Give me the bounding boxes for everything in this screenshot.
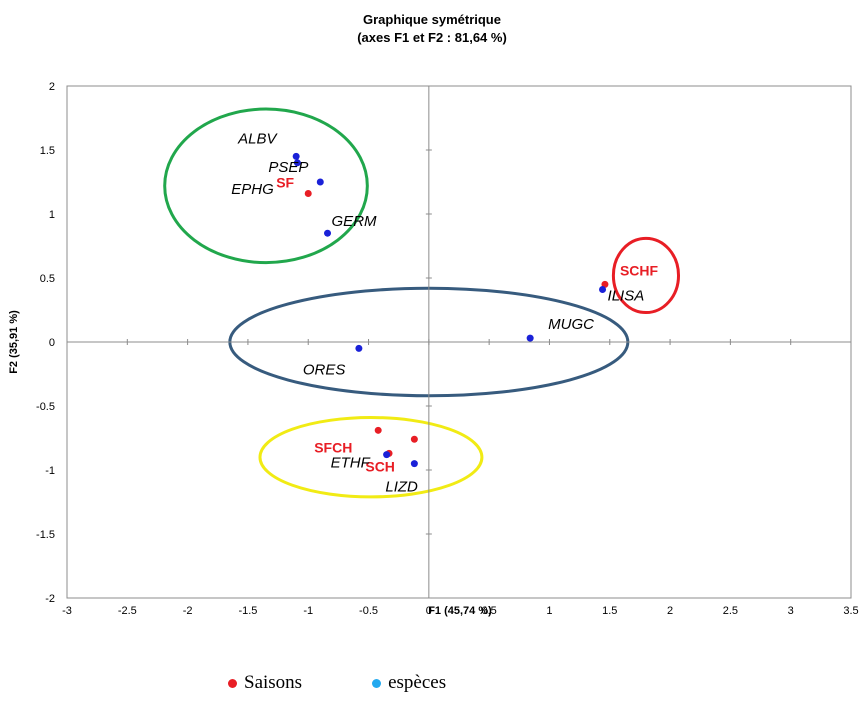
species-label-ilisa: ILISA [608, 288, 645, 305]
species-label-ethf: ETHF [331, 455, 371, 472]
zero-axes [66, 85, 852, 599]
point-labels: SF SCHF SFCH SCH ALBV PSEP EPHG GERM ILISA MUGC OR… [231, 130, 658, 495]
species-label-mugc: MUGC [548, 316, 594, 333]
x-tick-label: -1 [303, 605, 313, 617]
species-point-ores [355, 344, 363, 352]
season-point-sf [304, 190, 312, 198]
species-point-ethf [383, 451, 391, 459]
cluster-ellipse-3 [258, 416, 484, 499]
legend-marker-especes [372, 678, 382, 688]
legend-item-especes: espèces [372, 672, 446, 694]
species-point-germ [324, 229, 332, 237]
cluster-ellipses [163, 107, 681, 499]
season-point-sfch [374, 426, 382, 434]
x-tick-label: -2.5 [118, 605, 137, 617]
legend-marker-saisons [228, 678, 237, 688]
species-point-ilisa [599, 286, 607, 294]
x-tick-label: 0 [426, 605, 432, 617]
x-tick-label: 2 [667, 605, 673, 617]
x-tick-label: -3 [62, 605, 72, 617]
y-tick-label: 0 [49, 337, 55, 349]
season-label-sfch: SFCH [314, 439, 352, 455]
season-point-sch [410, 435, 418, 443]
x-tick-label: 3 [788, 605, 794, 617]
x-tick-label: -2 [183, 605, 193, 617]
species-point-lizd [410, 460, 418, 468]
species-label-lizd: LIZD [385, 479, 418, 496]
legend: Saisons espèces [228, 672, 446, 694]
species-point-albv [292, 152, 300, 160]
legend-item-saisons: Saisons [228, 672, 302, 694]
y-tick-label: -0.5 [36, 401, 55, 413]
species-label-ephg: EPHG [231, 181, 274, 198]
data-points [292, 152, 609, 468]
season-label-sf: SF [276, 175, 294, 191]
legend-label-saisons: Saisons [244, 672, 303, 693]
x-tick-label: -1.5 [238, 605, 257, 617]
x-axis-label: F1 (45,74 %) [428, 605, 492, 617]
chart-title: Graphique symétrique [363, 12, 501, 27]
species-point-ephg [316, 178, 324, 186]
y-tick-label: -1.5 [36, 529, 55, 541]
species-point-psep [293, 159, 301, 167]
y-tick-label: 1.5 [40, 145, 55, 157]
species-label-albv: ALBV [237, 130, 278, 147]
season-label-schf: SCHF [620, 262, 659, 278]
cluster-ellipse-0 [163, 107, 369, 265]
season-label-sch: SCH [365, 458, 395, 474]
x-tick-label: 3.5 [843, 605, 858, 617]
tick-labels: -3 -2.5 -2 -1.5 -1 -0.5 0 0.5 1 1.5 2 2.5 3 3.5 -2 -1.5… [36, 81, 859, 617]
x-tick-label: 1 [546, 605, 552, 617]
cluster-ellipse-1 [611, 236, 681, 315]
x-tick-label: -0.5 [359, 605, 378, 617]
y-tick-label: 2 [49, 81, 55, 93]
species-label-ores: ORES [303, 361, 346, 378]
y-tick-label: 0.5 [40, 273, 55, 285]
species-point-mugc [526, 334, 534, 342]
legend-label-especes: espèces [388, 672, 447, 693]
x-tick-label: 2.5 [723, 605, 738, 617]
species-label-psep: PSEP [268, 159, 308, 176]
y-tick-label: 1 [49, 209, 55, 221]
x-tick-label: 1.5 [602, 605, 617, 617]
chart-subtitle: (axes F1 et F2 : 81,64 %) [357, 30, 507, 45]
y-tick-label: -1 [45, 465, 55, 477]
species-label-germ: GERM [332, 213, 378, 230]
y-axis-label: F2 (35,91 %) [8, 310, 20, 374]
x-tick-label: 0.5 [482, 605, 497, 617]
y-tick-label: -2 [45, 593, 55, 605]
